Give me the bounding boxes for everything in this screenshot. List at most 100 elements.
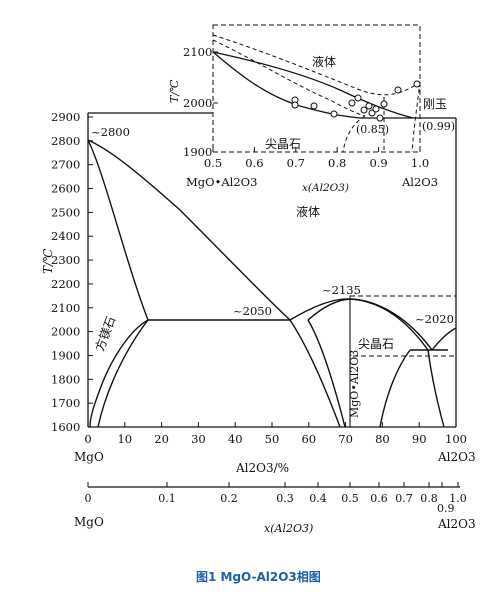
main-x-right-end: Al2O3 (437, 450, 476, 464)
inset-xlabel: x(Al2O3) (302, 182, 349, 194)
inset-zoom-box (349, 295, 457, 357)
inset-data-point (348, 99, 356, 107)
label-2135: ~2135 (322, 283, 361, 297)
label-liquid-main: 液体 (296, 204, 320, 219)
mole-tick-label: 0 (85, 492, 92, 505)
spinel-solidus-dome (307, 298, 429, 351)
inset-data-point (310, 102, 318, 110)
main-y-tick-label: 1600 (51, 420, 80, 434)
corundum-solvus (427, 349, 445, 428)
main-x-tick-label: 10 (117, 432, 132, 446)
inset-y-ticks: 2100 2000 1900 (183, 45, 218, 159)
inset-data-point (380, 100, 388, 108)
inset-x-tick-label: 1.0 (411, 156, 429, 170)
main-y-tick-label: 2200 (51, 277, 80, 291)
inset-label-liquid: 液体 (312, 54, 336, 69)
corundum-liquidus (431, 327, 457, 351)
inset-label-spinel: 尖晶石 (265, 137, 301, 151)
inset-y-tick-label: 2100 (183, 45, 212, 59)
label-2050: ~2050 (233, 304, 272, 318)
inset-label-099: (0.99) (422, 120, 455, 133)
main-y-tick-label: 2800 (51, 134, 80, 148)
label-spinel-main: 尖晶石 (358, 337, 394, 351)
label-spinel-compound: MgO•Al2O3 (348, 350, 361, 418)
spinel-solvus-right (379, 349, 411, 428)
mole-tick-label: 0.6 (370, 492, 388, 505)
main-y-tick-label: 1700 (51, 396, 80, 410)
inset-x-left-end: MgO•Al2O3 (186, 175, 257, 189)
mole-tick-label: 0.7 (395, 492, 413, 505)
spinel-solvus-left (97, 319, 149, 428)
main-y-tick-label: 2600 (51, 182, 80, 196)
label-periclase: 方镁石 (92, 314, 118, 353)
main-x-left-end: MgO (74, 450, 104, 464)
mole-tick-label: 0.8 (420, 492, 438, 505)
main-x-tick-label: 20 (154, 432, 169, 446)
main-x-tick-label: 0 (84, 432, 91, 446)
inset-data-point (354, 94, 362, 102)
inset-dashed-solvus-left (342, 115, 366, 153)
inset-x-tick-label: 0.6 (245, 156, 263, 170)
mole-tick-label: 0.2 (220, 492, 238, 505)
main-x-tick-label: 50 (265, 432, 280, 446)
mole-left-end: MgO (74, 515, 104, 529)
inset-y-tick-label: 2000 (183, 96, 212, 110)
spinel-solidus-left (289, 319, 341, 428)
inset-data-point (360, 106, 368, 114)
main-y-tick-label: 2100 (51, 301, 80, 315)
inset-x-tick-label: 0.7 (287, 156, 305, 170)
figure-caption: 图1 MgO-Al2O3相图 (196, 569, 321, 584)
inset-label-085: (0.85) (356, 123, 389, 136)
mole-extra-tick: 0.9 (437, 502, 455, 515)
inset-x-ticks: 0.5 0.6 0.7 0.8 0.9 1.0 (204, 147, 429, 170)
main-x-ticks: 0 10 20 30 40 50 60 70 80 90 100 (84, 422, 467, 446)
main-ylabel: T/℃ (41, 248, 55, 274)
main-y-tick-label: 2300 (51, 253, 80, 267)
inset-data-point (413, 80, 421, 88)
inset-phase-diagram: 2100 2000 1900 0.5 0.6 0.7 0.8 0.9 1.0 T/℃ 液体 尖… (168, 24, 455, 194)
inset-data-point (394, 86, 402, 94)
main-y-tick-label: 1900 (51, 348, 80, 362)
main-x-tick-label: 60 (301, 432, 316, 446)
main-y-tick-label: 2000 (51, 325, 80, 339)
inset-x-right-end: Al2O3 (401, 175, 438, 189)
inset-data-point (330, 110, 338, 118)
periclase-solvus (89, 319, 149, 428)
main-x-tick-label: 70 (338, 432, 353, 446)
inset-dashed-liquidus (212, 34, 421, 96)
main-x-tick-label: 100 (445, 432, 467, 446)
main-y-tick-label: 2700 (51, 158, 80, 172)
inset-data-points (291, 80, 421, 122)
inset-liquidus (212, 51, 414, 119)
main-xlabel: Al2O3/% (235, 461, 289, 475)
mole-fraction-axis: 0 0.1 0.2 0.3 0.4 0.5 0.6 0.7 0.8 1.0 0.9 MgO Al2… (74, 482, 476, 535)
main-y-ticks: 2900 2800 2700 2600 2500 2400 2300 2200 2100 2000… (51, 110, 93, 434)
inset-dashed-solvus-right (411, 81, 421, 153)
inset-data-point (376, 114, 384, 122)
main-y-tick-label: 2900 (51, 110, 80, 124)
main-phase-diagram: 2900280027002600250024002300220021002000… (41, 110, 476, 475)
mole-axis-ticks: 0 0.1 0.2 0.3 0.4 0.5 0.6 0.7 0.8 1.0 (85, 482, 467, 505)
main-x-tick-label: 30 (191, 432, 206, 446)
mole-tick-label: 0.1 (158, 492, 176, 505)
inset-y-tick-label: 1900 (183, 145, 212, 159)
liquidus-spinel-left-branch (87, 139, 291, 321)
label-2020: ~2020 (415, 312, 454, 326)
spinel-solidus-left-inner (307, 319, 346, 428)
mole-tick-label: 0.3 (276, 492, 294, 505)
main-x-tick-label: 40 (228, 432, 243, 446)
inset-data-point (365, 102, 373, 110)
inset-x-tick-label: 0.8 (328, 156, 346, 170)
mole-xlabel: x(Al2O3) (264, 522, 313, 535)
inset-label-corundum: 刚玉 (423, 97, 447, 111)
main-x-tick-label: 80 (375, 432, 390, 446)
mole-right-end: Al2O3 (437, 517, 476, 531)
main-y-tick-label: 1800 (51, 372, 80, 386)
mole-tick-label: 1.0 (449, 492, 467, 505)
inset-data-point (291, 101, 299, 109)
mole-tick-label: 0.5 (341, 492, 359, 505)
liquidus-mgo-branch (87, 139, 149, 321)
inset-data-point (372, 105, 380, 113)
label-2800: ~2800 (91, 125, 130, 139)
